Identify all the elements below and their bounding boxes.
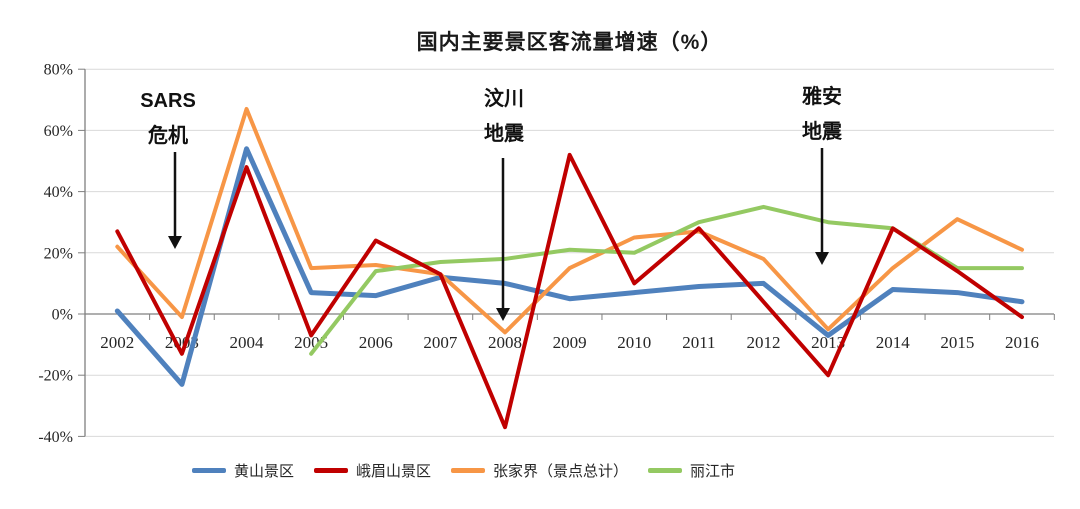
legend-label-emeishan: 峨眉山景区 [356, 463, 432, 480]
annotation-text: 汶川 [484, 88, 524, 110]
annotation-2008: 汶川 地震 [484, 82, 524, 152]
annotation-text: SARS [140, 90, 196, 112]
legend-swatch-huangshan [192, 468, 226, 473]
legend-swatch-lijiang [648, 468, 683, 473]
annotation-arrowhead-icon [496, 308, 510, 321]
x-axis-label: 2016 [1005, 333, 1039, 352]
x-axis-label: 2012 [747, 333, 781, 352]
legend-label-zhangjiajie: 张家界（景点总计） [493, 463, 629, 480]
legend-label-huangshan: 黄山景区 [234, 463, 295, 480]
y-axis-label: 40% [44, 184, 73, 201]
legend-swatch-zhangjiajie [451, 468, 486, 473]
legend-item-huangshan: 黄山景区 [192, 460, 294, 481]
annotation-text: 地震 [484, 123, 524, 145]
x-axis-label: 2015 [940, 333, 974, 352]
x-axis-label: 2014 [876, 333, 911, 352]
legend: 黄山景区 峨眉山景区 张家界（景点总计） 丽江市 [192, 460, 735, 481]
y-axis-label: 20% [44, 245, 73, 262]
annotation-text: 地震 [802, 121, 842, 143]
y-axis-label: -20% [38, 368, 73, 385]
legend-item-zhangjiajie: 张家界（景点总计） [451, 460, 628, 481]
x-axis-label: 2008 [488, 333, 522, 352]
legend-swatch-emeishan [314, 468, 349, 473]
x-axis-label: 2010 [617, 333, 651, 352]
x-axis-label: 2011 [682, 333, 715, 352]
y-axis-label: -40% [38, 429, 73, 446]
annotation-2013: 雅安 地震 [802, 80, 842, 150]
annotation-text: 雅安 [802, 86, 842, 108]
x-axis-label: 2002 [100, 333, 134, 352]
x-axis-label: 2004 [230, 333, 265, 352]
legend-item-lijiang: 丽江市 [648, 460, 735, 481]
y-axis-label: 0% [52, 307, 73, 324]
legend-item-emeishan: 峨眉山景区 [314, 460, 431, 481]
x-axis-label: 2009 [553, 333, 587, 352]
x-axis-label: 2007 [423, 333, 458, 352]
chart-title: 国内主要景区客流量增速（%） [416, 31, 723, 54]
series-line-huangshan [114, 146, 1025, 387]
annotation-text: 危机 [147, 125, 188, 147]
x-axis-label: 2005 [294, 333, 328, 352]
annotation-arrowhead-icon [168, 236, 182, 249]
x-axis-label: 2006 [359, 333, 393, 352]
annotation-2003: SARS 危机 [140, 84, 196, 154]
annotation-arrowhead-icon [815, 252, 829, 265]
y-axis-label: 80% [44, 62, 73, 79]
legend-label-lijiang: 丽江市 [690, 463, 736, 480]
series-line-lijiang [309, 204, 1024, 356]
series-line-emeishan [115, 152, 1024, 430]
x-axis-label: 2013 [811, 333, 845, 352]
y-axis-label: 60% [44, 123, 73, 140]
series-line-zhangjiajie [115, 106, 1024, 335]
